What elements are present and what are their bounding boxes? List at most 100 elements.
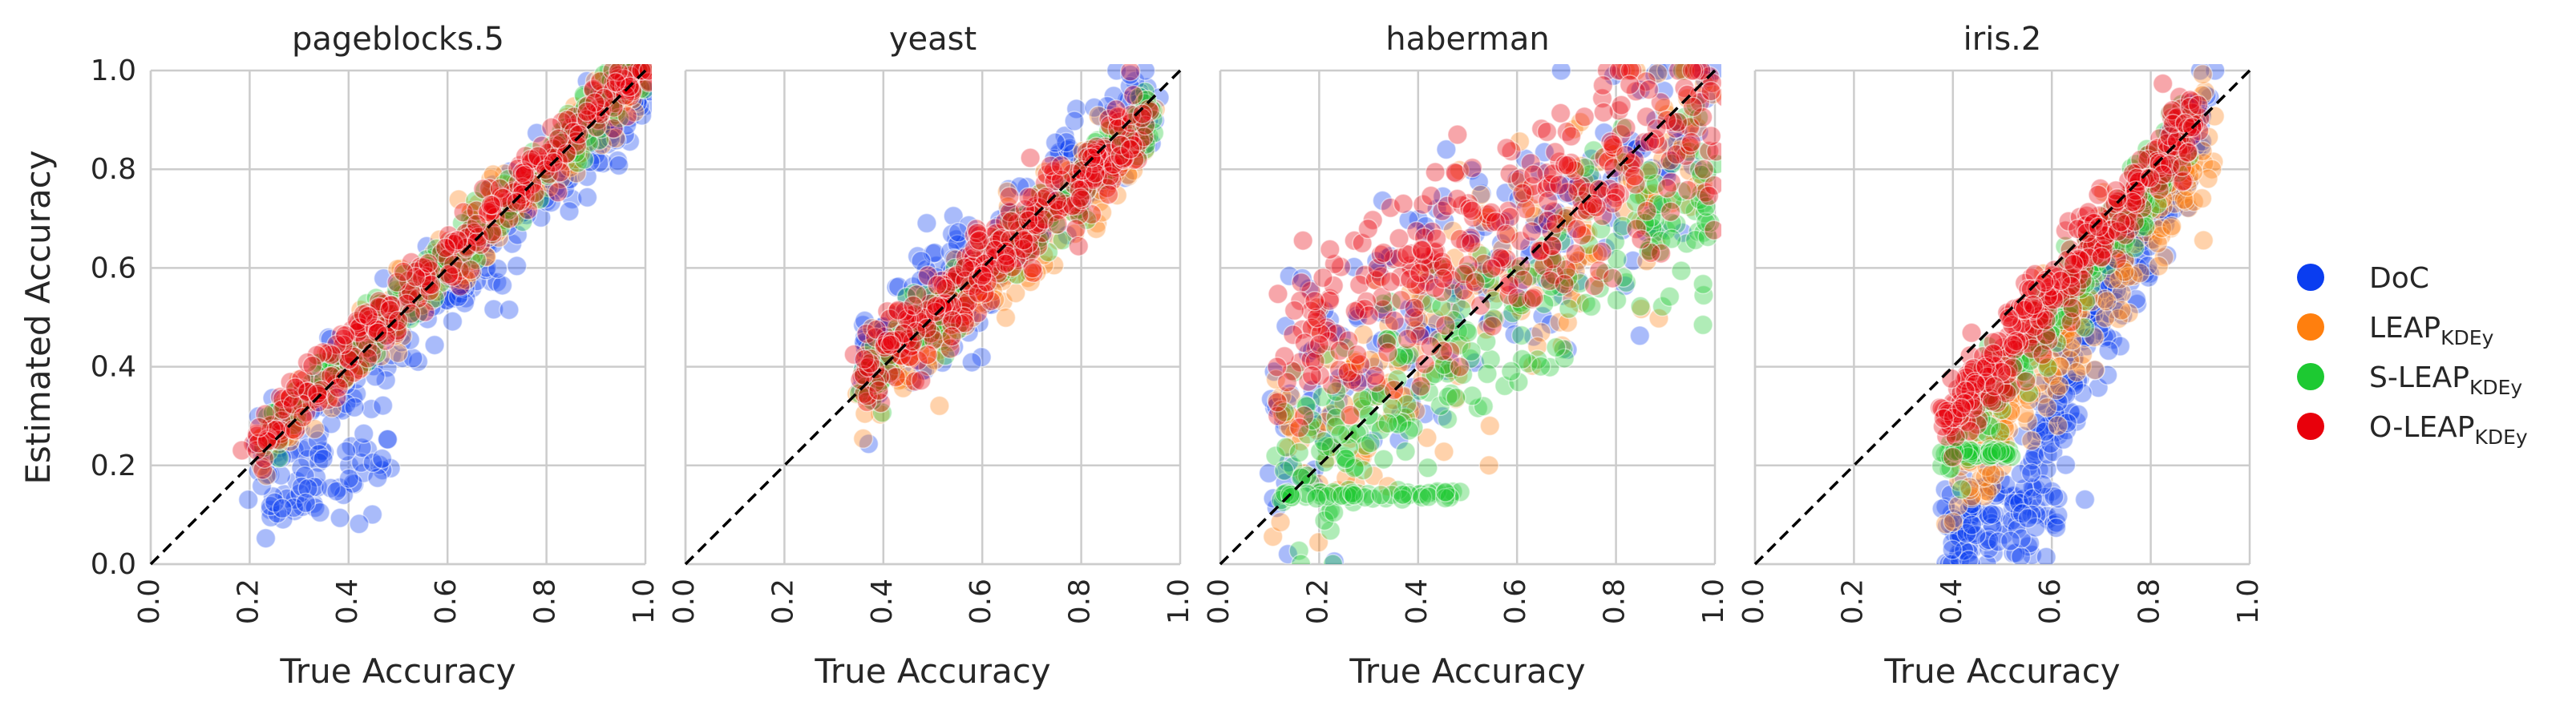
scatter-point bbox=[524, 183, 545, 204]
scatter-point bbox=[1397, 329, 1418, 349]
scatter-point bbox=[968, 282, 989, 304]
panel-title: haberman bbox=[1385, 21, 1549, 58]
scatter-point bbox=[499, 299, 520, 321]
scatter-point bbox=[969, 230, 990, 251]
scatter-point bbox=[559, 200, 580, 222]
scatter-point bbox=[1268, 284, 1288, 305]
scatter-point bbox=[911, 369, 932, 391]
scatter-point bbox=[1961, 514, 1983, 535]
legend-marker bbox=[2297, 264, 2324, 291]
scatter-point bbox=[1523, 287, 1544, 309]
scatter-point bbox=[361, 398, 382, 420]
scatter-point bbox=[1288, 442, 1310, 463]
scatter-point bbox=[1496, 137, 1517, 159]
scatter-point bbox=[2161, 216, 2182, 237]
scatter-point bbox=[2177, 142, 2198, 163]
scatter-point bbox=[1630, 296, 1651, 317]
scatter-point bbox=[375, 325, 397, 346]
scatter-point bbox=[2066, 361, 2088, 383]
scatter-point bbox=[2188, 95, 2209, 115]
scatter-point bbox=[506, 256, 528, 276]
scatter-point bbox=[1692, 314, 1713, 336]
scatter-point bbox=[1404, 297, 1425, 318]
scatter-point bbox=[1537, 191, 1559, 212]
scatter-point bbox=[904, 371, 926, 392]
scatter-point bbox=[1411, 240, 1433, 261]
scatter-point bbox=[1536, 121, 1558, 143]
scatter-point bbox=[893, 323, 914, 344]
scatter-point bbox=[1421, 185, 1442, 207]
scatter-point bbox=[1425, 162, 1446, 183]
x-tick-label: 1.0 bbox=[2232, 579, 2265, 624]
scatter-point bbox=[1631, 228, 1652, 250]
scatter-point bbox=[609, 155, 629, 176]
scatter-point bbox=[576, 101, 597, 123]
x-tick-label: 0.0 bbox=[133, 579, 166, 624]
scatter-point bbox=[292, 406, 313, 428]
scatter-point bbox=[1980, 464, 2002, 485]
scatter-point bbox=[1329, 340, 1350, 361]
scatter-point bbox=[1435, 482, 1456, 502]
scatter-point bbox=[1504, 324, 1525, 345]
scatter-point bbox=[997, 252, 1017, 273]
x-tick-label: 0.8 bbox=[529, 579, 562, 624]
scatter-point bbox=[1377, 413, 1398, 434]
panel-title: pageblocks.5 bbox=[292, 21, 504, 58]
scatter-point bbox=[1512, 183, 1533, 204]
scatter-point bbox=[424, 334, 445, 356]
scatter-point bbox=[1951, 397, 1972, 419]
scatter-point bbox=[248, 433, 269, 454]
scatter-point bbox=[1660, 201, 1681, 222]
scatter-point bbox=[1479, 415, 1501, 437]
scatter-point bbox=[1700, 80, 1721, 102]
scatter-point bbox=[1335, 448, 1357, 470]
scatter-point bbox=[927, 275, 948, 296]
scatter-point bbox=[372, 395, 394, 416]
scatter-point bbox=[1700, 125, 1721, 147]
scatter-point bbox=[1984, 376, 2005, 397]
scatter-point bbox=[1611, 95, 1632, 115]
scatter-point bbox=[1013, 229, 1034, 251]
scatter-point bbox=[1046, 190, 1068, 211]
scatter-point bbox=[1270, 511, 1291, 533]
scatter-point bbox=[418, 252, 439, 274]
scatter-point bbox=[1624, 166, 1645, 187]
panel-0: pageblocks.5 0.0 0.2 0.4 0.6 0.8 1.0 True Accur… bbox=[18, 21, 661, 691]
scatter-point bbox=[387, 310, 409, 332]
scatter-point bbox=[1659, 286, 1680, 307]
x-tick-label: 0.8 bbox=[1064, 579, 1097, 624]
scatter-point bbox=[1942, 539, 1963, 560]
scatter-point bbox=[576, 166, 598, 188]
scatter-point bbox=[1360, 433, 1381, 454]
legend-marker bbox=[2297, 363, 2324, 390]
scatter-point bbox=[1005, 282, 1026, 304]
scatter-point bbox=[358, 305, 379, 327]
scatter-point bbox=[2152, 73, 2174, 95]
scatter-point bbox=[1616, 117, 1636, 139]
legend-item: O-LEAPKDEy bbox=[2297, 411, 2528, 449]
scatter-point bbox=[483, 299, 504, 320]
x-tick-label: 0.4 bbox=[331, 579, 364, 624]
x-tick-label: 1.0 bbox=[1697, 579, 1730, 624]
scatter-point bbox=[1306, 307, 1328, 329]
scatter-point bbox=[1279, 265, 1300, 287]
scatter-point bbox=[917, 344, 938, 365]
scatter-point bbox=[1022, 258, 1043, 279]
scatter-point bbox=[1629, 325, 1651, 346]
scatter-point bbox=[1478, 454, 1499, 476]
scatter-point bbox=[1449, 357, 1470, 377]
scatter-point bbox=[1409, 262, 1430, 284]
scatter-point bbox=[995, 307, 1017, 329]
diagonal-line bbox=[149, 69, 647, 566]
legend-label: DoC bbox=[2369, 262, 2429, 295]
scatter-point bbox=[1477, 363, 1498, 385]
legend-marker bbox=[2297, 313, 2324, 341]
scatter-point bbox=[967, 223, 988, 244]
scatter-point bbox=[995, 253, 1016, 275]
scatter-point bbox=[1395, 441, 1416, 462]
scatter-point bbox=[1933, 408, 1955, 429]
scatter-point bbox=[1698, 185, 1720, 207]
scatter-point bbox=[330, 507, 350, 529]
scatter-point bbox=[272, 399, 293, 420]
scatter-point bbox=[888, 300, 908, 321]
